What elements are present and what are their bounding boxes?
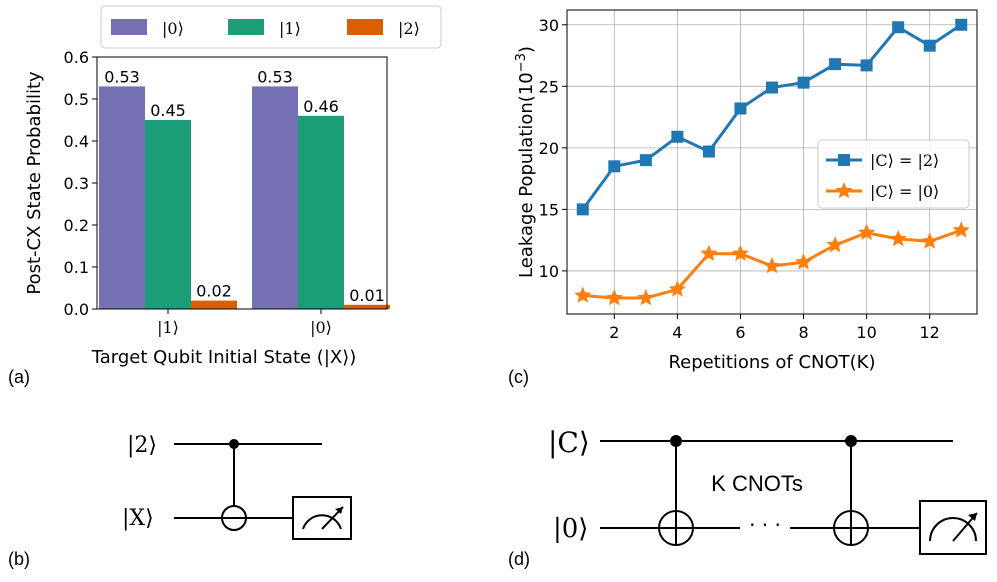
k-cnots-annotation: K CNOTs (711, 471, 803, 496)
legend-label: |C⟩ = |2⟩ (870, 151, 939, 170)
y-tick-label: 0.0 (64, 300, 89, 319)
legend-label: |0⟩ (162, 19, 184, 38)
data-point (731, 244, 749, 261)
bar-value-label: 0.45 (150, 101, 186, 120)
bar (191, 300, 237, 309)
panel-label-d: (d) (508, 549, 530, 569)
data-point (955, 18, 968, 31)
y-axis-label-c-exponent: −3 (514, 53, 529, 72)
x-tick-label: 6 (735, 323, 745, 342)
line-chart-c: 10 15 20 25 30 2 4 6 8 10 12 Repetitions of CNOT(… (514, 9, 978, 373)
legend-box-a (100, 5, 442, 49)
bar-value-label: 0.53 (257, 67, 293, 86)
bar (145, 120, 191, 309)
circuit-b-target-label: |X⟩ (122, 506, 154, 531)
data-point (858, 223, 876, 241)
data-point (574, 286, 592, 303)
legend-label: |C⟩ = |0⟩ (870, 182, 939, 201)
legend-swatch (228, 19, 264, 35)
panel-label-a: (a) (8, 367, 30, 387)
y-tick-label: 0.5 (64, 90, 89, 109)
circuit-d: |C⟩ |0⟩ · · · K CNOTs (548, 426, 987, 555)
x-tick-label: 12 (920, 323, 940, 342)
y-tick-label: 0.1 (64, 258, 89, 277)
data-point (700, 244, 718, 261)
data-point (576, 203, 589, 216)
bar (252, 86, 298, 310)
data-point (860, 59, 873, 72)
bar-value-label: 0.53 (104, 67, 140, 86)
x-tick-label: 8 (798, 323, 808, 342)
bar-value-label: 0.46 (303, 97, 339, 116)
data-point (608, 160, 621, 173)
data-point (637, 289, 655, 306)
y-axis-label-a: Post-CX State Probability (24, 71, 45, 295)
y-tick-label: 25 (539, 77, 559, 96)
y-axis-label-c-base: Leakage Population(10 (516, 72, 537, 278)
circuit-d-control-label: |C⟩ (548, 426, 590, 459)
x-axis-label-a: Target Qubit Initial State (|X⟩) (91, 347, 357, 368)
bar (344, 304, 390, 309)
x-axis-label-c: Repetitions of CNOT(K) (668, 352, 875, 373)
panel-label-b: (b) (8, 549, 30, 569)
data-point (671, 130, 684, 143)
legend-label: |1⟩ (279, 19, 301, 38)
x-tick-label: |0⟩ (310, 318, 332, 337)
y-tick-label: 30 (539, 16, 559, 35)
bar-value-label: 0.01 (349, 286, 385, 305)
y-tick-label: 0.3 (64, 174, 89, 193)
data-point (952, 221, 970, 238)
y-tick-label: 10 (539, 262, 559, 281)
y-tick-label: 0.2 (64, 216, 89, 235)
legend-label: |2⟩ (398, 19, 420, 38)
panel-label-c: (c) (508, 367, 529, 387)
data-point (766, 81, 778, 94)
y-tick-label: 20 (539, 139, 559, 158)
data-point (668, 280, 686, 297)
circuit-d-target-label: |0⟩ (553, 514, 588, 544)
data-point (826, 236, 844, 253)
y-tick-label: 0.6 (64, 48, 89, 67)
data-point (797, 76, 810, 89)
x-tick-label: |1⟩ (157, 318, 179, 337)
data-point (702, 145, 715, 158)
y-axis-label-c-close: ) (516, 46, 537, 53)
y-axis-label-c: Leakage Population(10−3) (514, 46, 537, 278)
data-point (921, 232, 939, 249)
circuit-b-control-label: |2⟩ (127, 433, 157, 458)
bar (298, 115, 344, 309)
legend-marker (838, 154, 850, 166)
legend-marker (835, 182, 853, 199)
data-point (763, 257, 781, 274)
y-tick-label: 15 (539, 200, 559, 219)
legend-swatch (347, 19, 383, 35)
plot-frame-c (566, 9, 978, 315)
data-point (892, 21, 905, 34)
data-point (795, 253, 813, 270)
data-point (605, 289, 623, 306)
legend-c: |C⟩ = |2⟩ |C⟩ = |0⟩ (817, 139, 970, 209)
data-point (734, 102, 747, 115)
x-tick-label: 4 (672, 323, 682, 342)
legend-swatch (111, 19, 147, 35)
ellipsis-dots: · · · (749, 513, 781, 537)
data-point (829, 58, 842, 71)
measurement-meter-icon (919, 500, 987, 555)
x-tick-label: 10 (856, 323, 876, 342)
circuit-b: |2⟩ |X⟩ (122, 433, 352, 540)
y-tick-label: 0.4 (64, 132, 89, 151)
data-point (889, 229, 907, 247)
legend-a: |0⟩ |1⟩ |2⟩ (100, 5, 442, 49)
x-tick-label: 2 (609, 323, 619, 342)
bar-value-label: 0.02 (196, 282, 232, 301)
bar-chart-a: 0.53 0.53 0.45 0.46 0.02 0.01 0.0 0.1 0.2 0.3 0.4… (24, 5, 442, 368)
bar (99, 86, 145, 310)
data-point (639, 154, 652, 167)
measurement-meter-icon (292, 496, 352, 540)
data-point (923, 39, 936, 52)
